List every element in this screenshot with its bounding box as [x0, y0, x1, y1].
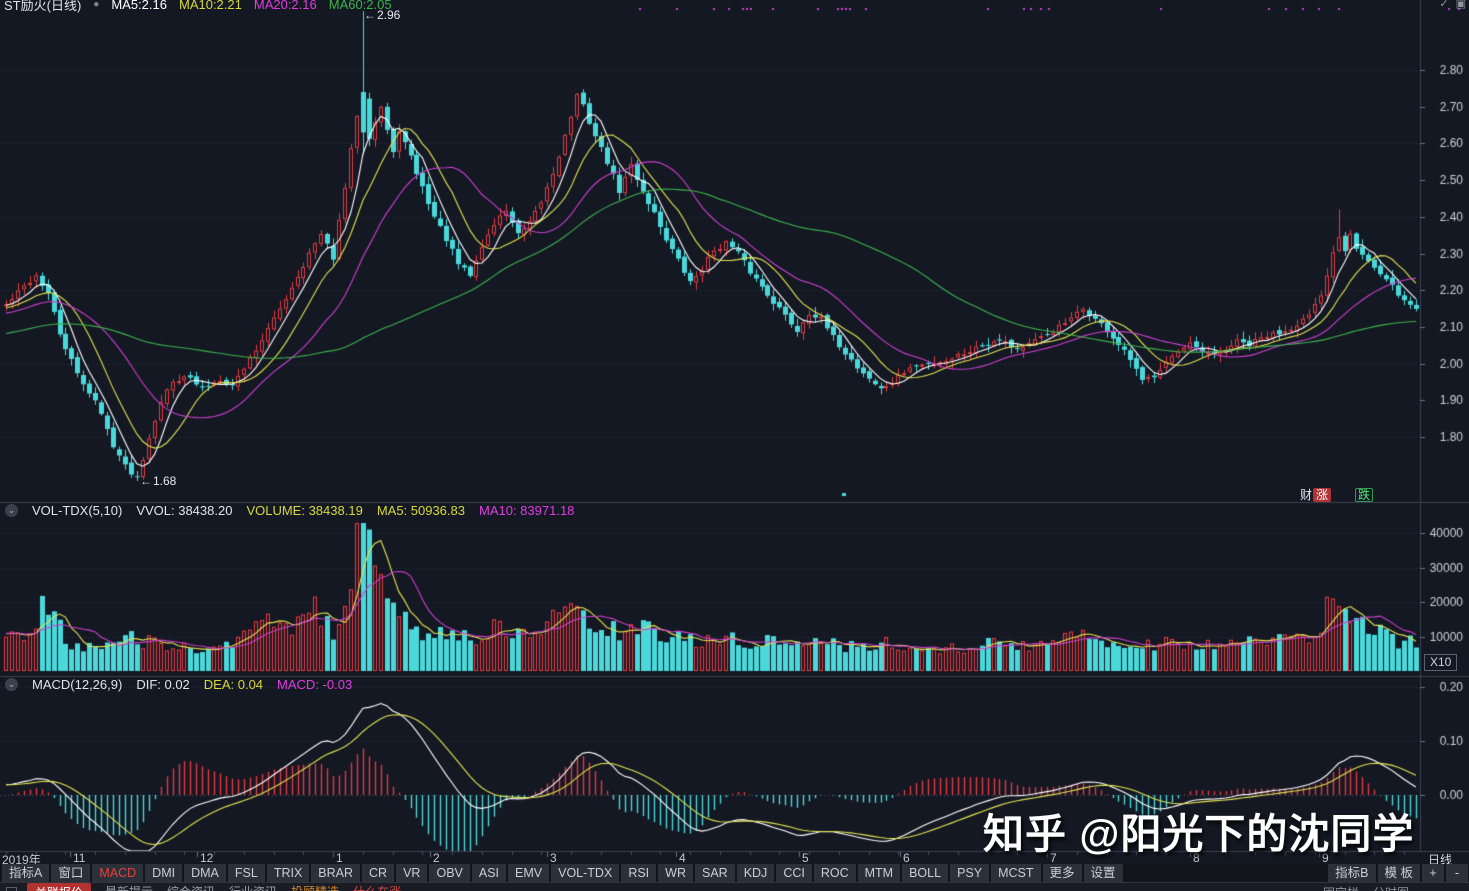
x-axis-month-label: 4 — [679, 851, 686, 865]
footer-tab-行业资讯[interactable]: 行业资讯 — [229, 883, 277, 891]
indicator-button-ROC[interactable]: ROC — [813, 864, 856, 882]
indicator-button-TRIX[interactable]: TRIX — [266, 864, 310, 882]
indicator-button-BRAR[interactable]: BRAR — [311, 864, 361, 882]
footer-tab-分时图[interactable]: 分时图 — [1373, 884, 1409, 891]
period-label[interactable]: 日线 — [1428, 853, 1453, 867]
indicator-toolbar-right: 指标B 模 板 + - — [1328, 864, 1468, 882]
indicator-button-ASI[interactable]: ASI — [471, 864, 507, 882]
x-axis-month-label: 7 — [1050, 851, 1057, 865]
toolbar-button-指标B[interactable]: 指标B — [1328, 864, 1376, 882]
vvol-value: VVOL: 38438.20 — [136, 503, 233, 518]
indicator-button-OBV[interactable]: OBV — [429, 864, 470, 882]
indicator-button-更多[interactable]: 更多 — [1042, 864, 1082, 882]
footer-tab-关联报价[interactable]: 关联报价 — [27, 883, 92, 891]
ma-value-label: MA10:2.21 — [178, 0, 242, 12]
footer-tab-最新提示[interactable]: 最新提示 — [105, 883, 153, 891]
indicator-button-MACD[interactable]: MACD — [92, 864, 144, 882]
trade-badges: 财 涨 跌 — [1300, 486, 1374, 503]
toolbar-button-模 板[interactable]: 模 板 — [1377, 864, 1420, 882]
indicator-button-FSL[interactable]: FSL — [227, 864, 265, 882]
toolbar-button-+[interactable]: + — [1422, 864, 1444, 882]
footer-tab-固定栏[interactable]: 固定栏 — [1323, 884, 1359, 891]
rise-badge[interactable]: 涨 — [1313, 487, 1332, 502]
indicator-button-WR[interactable]: WR — [658, 864, 693, 882]
indicator-button-MCST[interactable]: MCST — [991, 864, 1041, 882]
ma-values: MA5:2.16 MA10:2.21 MA20:2.16 MA60:2.05 — [111, 0, 391, 12]
footer-tab-bar: 关联报价 最新提示 综合资讯 行业资讯 投顾精选 什么在涨 固定栏 分时图 — [0, 882, 1469, 891]
macd-pane-header: ⌄ MACD(12,26,9) DIF: 0.02 DEA: 0.04 MACD… — [5, 677, 352, 692]
collapse-chevron-icon[interactable]: ⌄ — [5, 678, 18, 691]
dif-value: DIF: 0.02 — [136, 677, 190, 692]
high-price-annotation: 2.96 — [364, 8, 400, 22]
stock-title: ST励火(日线) — [4, 0, 82, 13]
footer-checkbox[interactable] — [6, 887, 17, 891]
footer-tab-什么在涨[interactable]: 什么在涨 — [353, 883, 401, 891]
x-axis-month-label: 1 — [336, 851, 343, 865]
indicator-button-DMA[interactable]: DMA — [184, 864, 226, 882]
indicator-toolbar: 指标A 窗口 MACD DMI DMA FSL TRIX BRAR CR VR OBV ASI EMV V… — [0, 864, 1469, 882]
check-icon[interactable]: ✓ — [1439, 0, 1449, 10]
indicator-button-MTM[interactable]: MTM — [857, 864, 901, 882]
indicator-button-CCI[interactable]: CCI — [776, 864, 812, 882]
indicator-button-BOLL[interactable]: BOLL — [902, 864, 949, 882]
fall-badge[interactable]: 跌 — [1355, 487, 1374, 502]
footer-tabs: 关联报价 最新提示 综合资讯 行业资讯 投顾精选 什么在涨 — [27, 883, 401, 891]
price-pane-header: ST励火(日线) ● MA5:2.16 MA10:2.21 MA20:2.16 MA6… — [4, 0, 392, 14]
x-axis-month-label: 3 — [550, 851, 557, 865]
indicator-button-VR[interactable]: VR — [396, 864, 428, 882]
vol-ma10-value: MA10: 83971.18 — [479, 503, 575, 518]
vol-indicator-name: VOL-TDX(5,10) — [32, 503, 123, 518]
indicator-button-PSY[interactable]: PSY — [950, 864, 990, 882]
dea-value: DEA: 0.04 — [203, 677, 264, 692]
indicator-button-VOL-TDX[interactable]: VOL-TDX — [551, 864, 620, 882]
footer-right-tabs: 固定栏 分时图 — [1323, 884, 1409, 891]
indicator-button-EMV[interactable]: EMV — [508, 864, 550, 882]
macd-indicator-name: MACD(12,26,9) — [32, 677, 123, 692]
vol-ma5-value: MA5: 50936.83 — [376, 503, 465, 518]
indicator-button-窗口[interactable]: 窗口 — [51, 864, 91, 882]
x-axis-month-label: 9 — [1322, 851, 1329, 865]
x-axis-month-label: 8 — [1193, 851, 1200, 865]
x-axis-month-label: 11 — [73, 851, 86, 865]
corner-icons: ✓ ▣ — [1439, 0, 1466, 10]
ma-value-label: MA5:2.16 — [111, 0, 167, 12]
x-axis-row: 日线 2019年 11 12 1 2 3 4 5 6 7 8 9 — [0, 851, 1469, 867]
footer-tab-综合资讯[interactable]: 综合资讯 — [167, 883, 215, 891]
x-axis-month-label: 2019年 — [2, 853, 41, 867]
indicator-button-KDJ[interactable]: KDJ — [736, 864, 775, 882]
x-axis-month-label: 6 — [903, 851, 910, 865]
watermark: 知乎 @阳光下的沈同学 — [983, 811, 1415, 857]
indicator-button-SAR[interactable]: SAR — [694, 864, 735, 882]
indicator-button-CR[interactable]: CR — [362, 864, 395, 882]
ma-value-label: MA20:2.16 — [253, 0, 317, 12]
indicator-button-DMI[interactable]: DMI — [145, 864, 183, 882]
x-axis-month-label: 5 — [802, 851, 809, 865]
volume-value: VOLUME: 38438.19 — [246, 503, 363, 518]
footer-tab-投顾精选[interactable]: 投顾精选 — [291, 883, 339, 891]
indicator-button-RSI[interactable]: RSI — [621, 864, 657, 882]
indicator-button-指标A[interactable]: 指标A — [2, 864, 50, 882]
volume-pane-header: ⌄ VOL-TDX(5,10) VVOL: 38438.20 VOLUME: 3… — [5, 503, 574, 518]
volume-unit-badge: X10 — [1424, 654, 1458, 671]
low-price-annotation: 1.68 — [140, 474, 176, 488]
x-axis-month-label: 12 — [200, 851, 214, 865]
indicator-button-设置[interactable]: 设置 — [1083, 864, 1123, 882]
status-dot-icon: ● — [93, 0, 100, 10]
indicator-toolbar-left: 指标A 窗口 MACD DMI DMA FSL TRIX BRAR CR VR OBV ASI EMV V… — [2, 864, 1123, 882]
collapse-chevron-icon[interactable]: ⌄ — [5, 504, 18, 517]
badge-prefix-label: 财 — [1300, 488, 1313, 502]
panel-icon[interactable]: ▣ — [1455, 0, 1466, 10]
x-axis-month-label: 2 — [433, 851, 440, 865]
macd-value: MACD: -0.03 — [277, 677, 353, 692]
toolbar-button--[interactable]: - — [1446, 864, 1468, 882]
